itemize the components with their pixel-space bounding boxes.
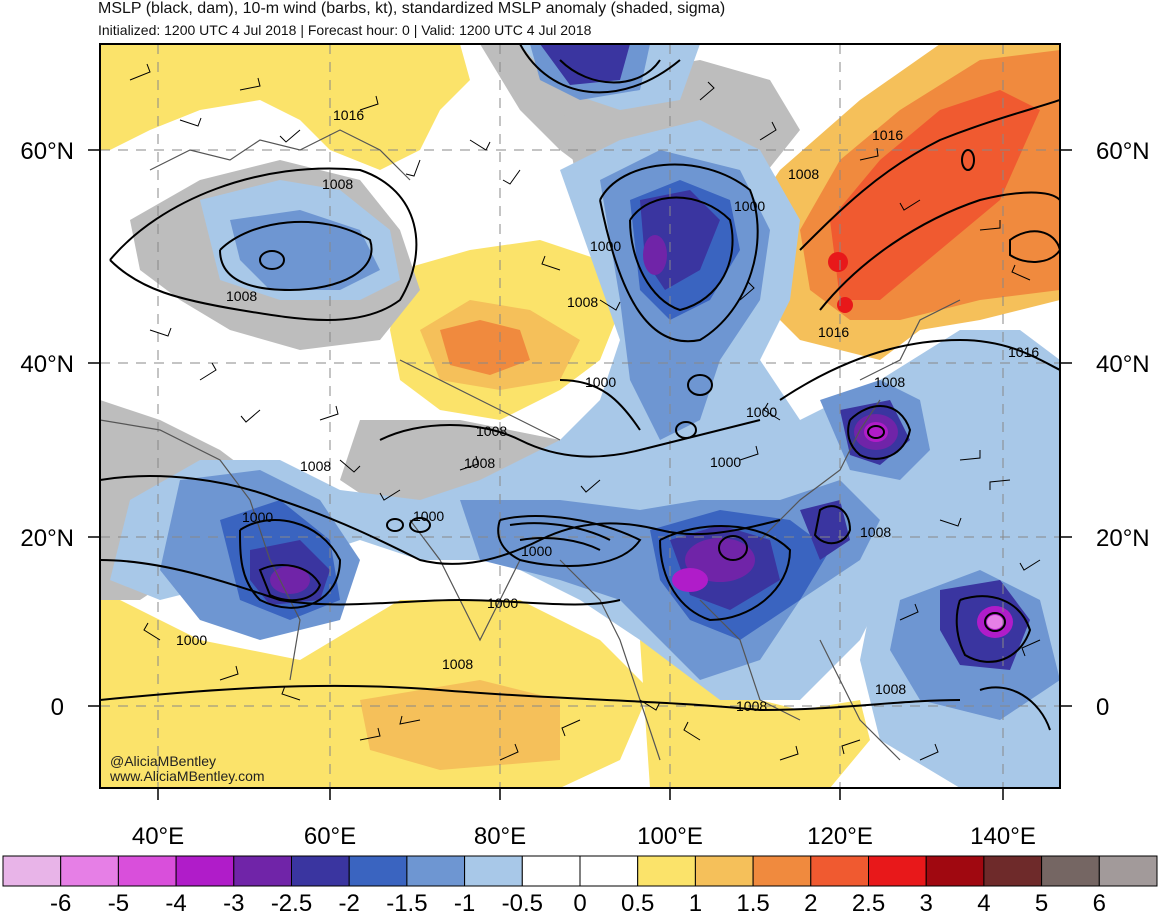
strong-positive-anomaly-shading <box>360 50 1060 770</box>
contour-label: 1000 <box>176 632 207 648</box>
lon-label: 140°E <box>970 823 1036 850</box>
colorbar-swatch <box>579 855 639 887</box>
colorbar-label: -6 <box>50 890 71 913</box>
mslp-contours <box>100 44 1060 731</box>
contour-label: 1008 <box>736 698 767 714</box>
colorbar-swatch <box>868 855 927 887</box>
credit-handle: @AliciaMBentley <box>110 753 216 769</box>
colorbar-label: 1.5 <box>736 890 769 913</box>
contour-label: 1008 <box>874 374 905 390</box>
colorbar-swatch <box>406 855 466 887</box>
colorbar-label: 2.5 <box>852 890 885 913</box>
contour-label: 1000 <box>487 595 518 611</box>
contour-label: 1008 <box>567 294 598 310</box>
colorbar-swatch <box>752 855 812 887</box>
contour-label: 1000 <box>242 509 273 525</box>
colorbar-swatch <box>983 855 1043 887</box>
colorbar-swatch <box>521 855 581 887</box>
lat-label: 60°N <box>20 138 74 165</box>
contour-label: 1000 <box>585 374 616 390</box>
contour-label: 1008 <box>322 176 353 192</box>
wind-barbs <box>129 63 1041 761</box>
latitude-labels-left: 60°N 40°N 20°N 0 <box>20 138 74 721</box>
contour-label: 1008 <box>464 455 495 471</box>
colorbar-swatch <box>925 855 985 887</box>
colorbar-swatch <box>60 855 119 887</box>
contour-label: 1016 <box>1008 344 1039 360</box>
lon-label: 120°E <box>807 823 873 850</box>
credit-website: www.AliciaMBentley.com <box>109 768 265 784</box>
lat-label: 20°N <box>20 525 74 552</box>
contour-label: 1000 <box>710 454 741 470</box>
contour-label: 1000 <box>746 404 777 420</box>
lat-label: 20°N <box>1096 525 1150 552</box>
colorbar-swatch <box>694 855 754 887</box>
lon-label: 80°E <box>474 823 526 850</box>
colorbar-swatch <box>810 855 869 887</box>
contour-label: 1008 <box>788 166 819 182</box>
colorbar: -6 -5 -4 -3 -2.5 -2 -1.5 -1 -0.5 0 0.5 1 1.5 2 2.5 3 4 5 6 <box>2 855 1158 913</box>
colorbar-swatch <box>1098 855 1158 887</box>
contour-label: 1008 <box>860 524 891 540</box>
contour-label: 1008 <box>476 423 507 439</box>
longitude-labels: 40°E 60°E 80°E 100°E 120°E 140°E <box>132 823 1036 850</box>
colorbar-label: 1 <box>689 890 702 913</box>
lat-label: 60°N <box>1096 138 1150 165</box>
colorbar-label: 2 <box>804 890 817 913</box>
colorbar-swatch <box>464 855 523 887</box>
colorbar-label: -1.5 <box>386 890 427 913</box>
lat-label: 40°N <box>1096 351 1150 378</box>
graticule <box>100 44 1060 788</box>
latitude-labels-right: 60°N 40°N 20°N 0 <box>1096 138 1150 721</box>
map-subtitle: Initialized: 1200 UTC 4 Jul 2018 | Forec… <box>98 22 592 38</box>
contour-label: 1000 <box>413 508 444 524</box>
lon-label: 100°E <box>637 823 703 850</box>
colorbar-swatch <box>2 855 62 887</box>
lat-label: 40°N <box>20 351 74 378</box>
colorbar-label: -2 <box>339 890 360 913</box>
colorbar-swatch <box>175 855 235 887</box>
lat-label: 0 <box>51 694 64 721</box>
colorbar-label: 0 <box>573 890 586 913</box>
lat-label: 0 <box>1096 694 1109 721</box>
contour-label: 1008 <box>226 288 257 304</box>
colorbar-swatch <box>637 855 696 887</box>
colorbar-label: 5 <box>1035 890 1048 913</box>
lon-label: 60°E <box>304 823 356 850</box>
colorbar-label: -5 <box>108 890 129 913</box>
contour-label: 1016 <box>333 107 364 123</box>
colorbar-label: -0.5 <box>502 890 543 913</box>
colorbar-label: 4 <box>977 890 990 913</box>
contour-label: 1016 <box>818 324 849 340</box>
colorbar-swatch <box>1041 855 1100 887</box>
contour-label: 1000 <box>590 238 621 254</box>
lon-label: 40°E <box>132 823 184 850</box>
contour-label: 1016 <box>872 127 903 143</box>
colorbar-swatch <box>117 855 177 887</box>
colorbar-label: -2.5 <box>271 890 312 913</box>
colorbar-label: 6 <box>1093 890 1106 913</box>
contour-label: 1000 <box>521 543 552 559</box>
map-panel: 1016 1008 1008 1000 1008 1000 1000 1016 … <box>100 44 1060 788</box>
map-frame <box>99 43 1061 789</box>
contour-label: 1008 <box>442 656 473 672</box>
contour-label: 1008 <box>875 681 906 697</box>
contour-label: 1008 <box>300 458 331 474</box>
colorbar-label: 0.5 <box>621 890 654 913</box>
colorbar-label: -1 <box>454 890 475 913</box>
axis-ticks <box>88 149 1072 800</box>
colorbar-swatch <box>348 855 408 887</box>
colorbar-label: 3 <box>920 890 933 913</box>
map-title: MSLP (black, dam), 10-m wind (barbs, kt)… <box>98 0 726 17</box>
contour-labels: 1016 1008 1008 1000 1008 1000 1000 1016 … <box>176 107 1039 714</box>
colorbar-swatch <box>291 855 350 887</box>
colorbar-label: -4 <box>165 890 186 913</box>
colorbar-swatch <box>233 855 293 887</box>
contour-label: 1000 <box>734 198 765 214</box>
colorbar-label: -3 <box>223 890 244 913</box>
